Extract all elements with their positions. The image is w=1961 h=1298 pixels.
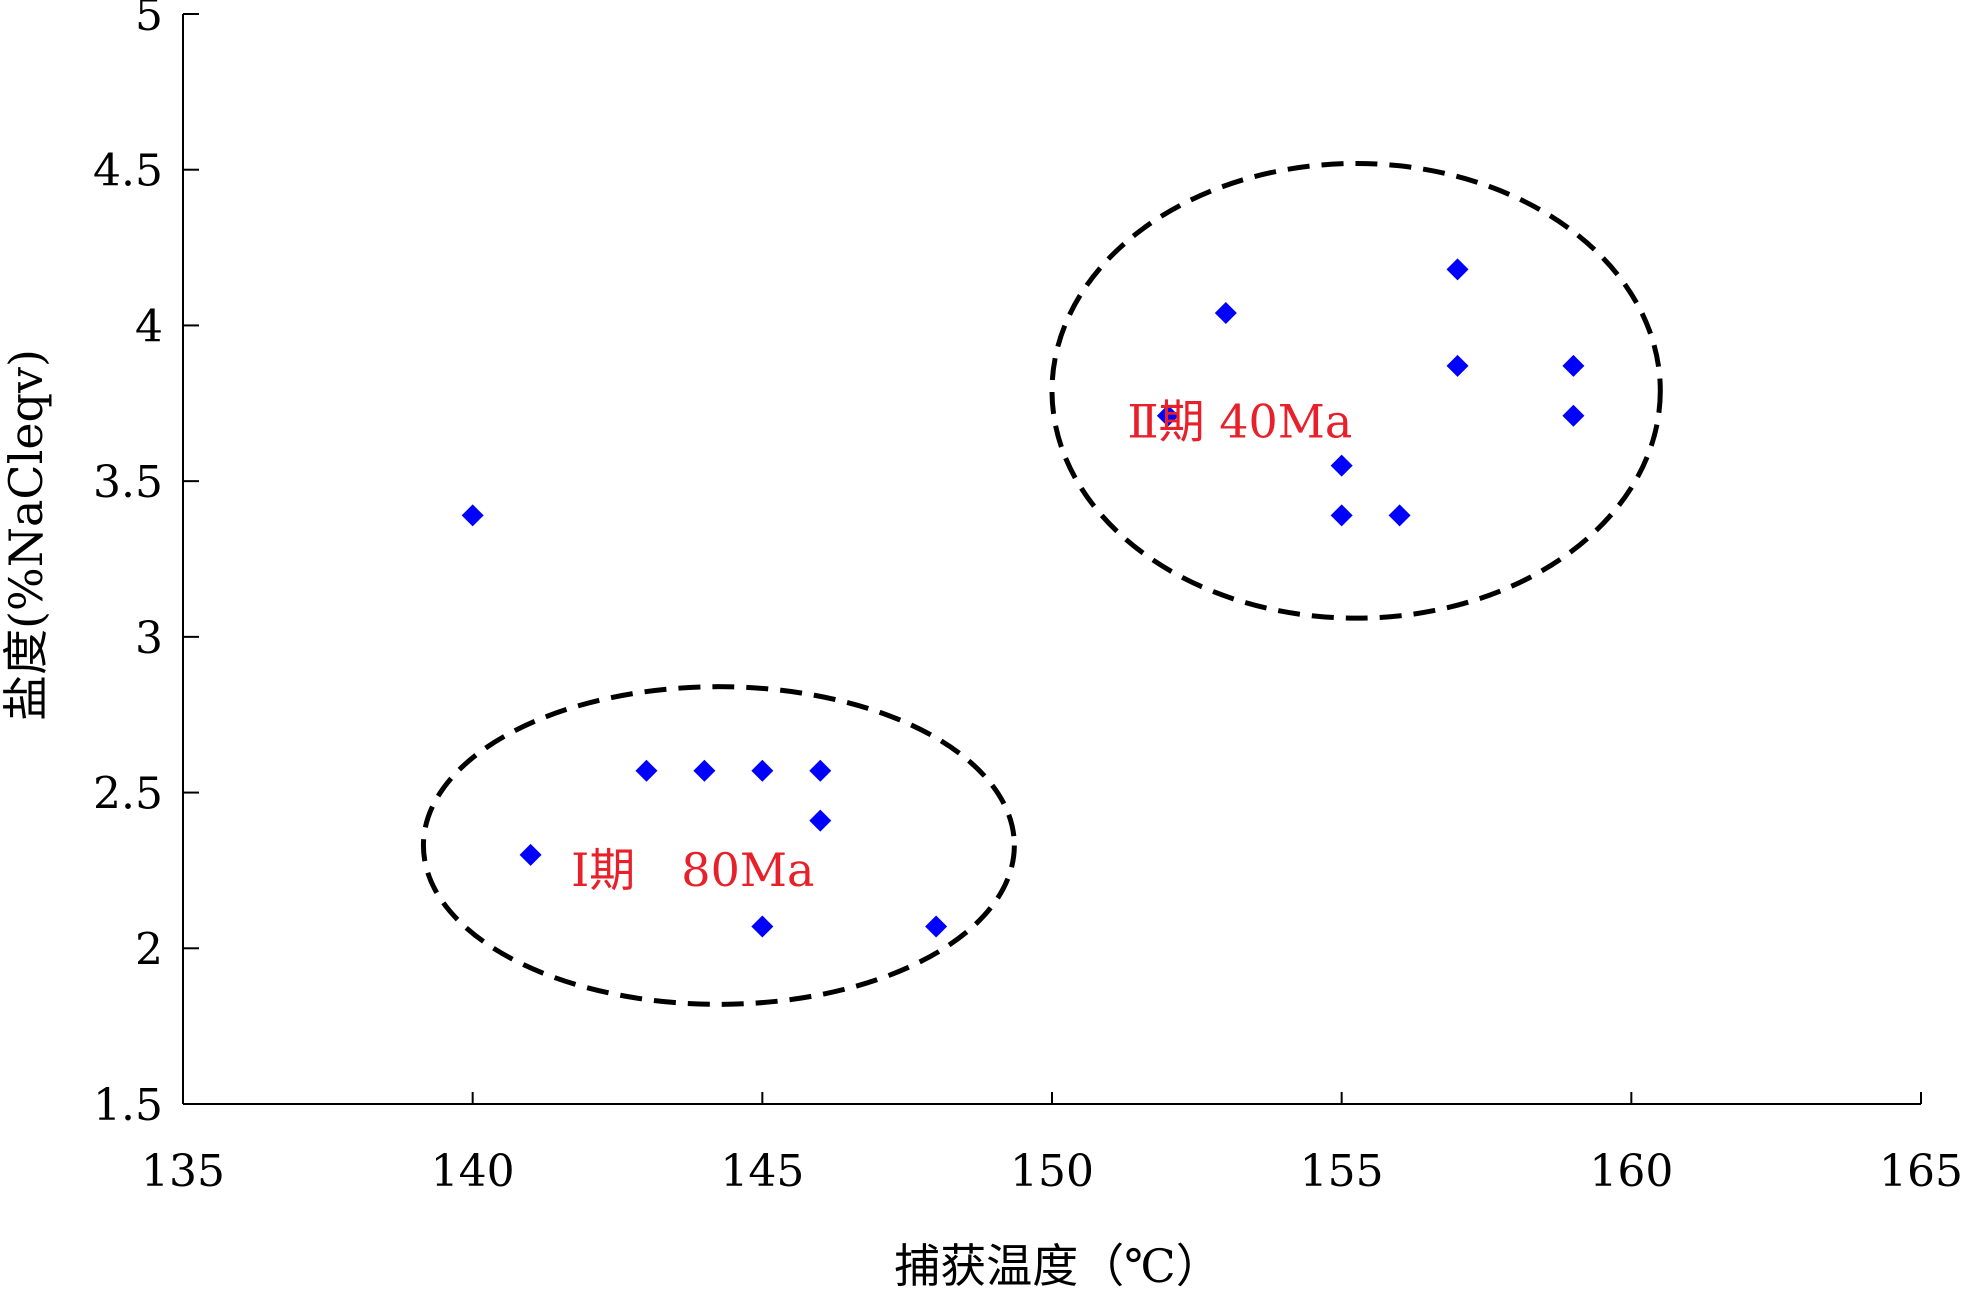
data-point <box>1156 404 1179 427</box>
data-point <box>1562 404 1585 427</box>
axes: 135 140 145 150 155 160 165 1.5 2 2.5 3 3.5 4 4.5 5 <box>93 0 1961 1197</box>
y-tick-label: 3.5 <box>93 457 163 508</box>
data-point <box>809 759 832 782</box>
data-point <box>751 759 774 782</box>
y-tick-label: 1.5 <box>93 1080 163 1131</box>
data-point <box>1446 258 1469 281</box>
x-tick-label: 165 <box>1879 1146 1961 1197</box>
y-tick-label: 3 <box>135 613 163 664</box>
group-label: Ⅰ期 80Ma <box>571 843 814 897</box>
group-ellipse <box>420 684 1017 1007</box>
x-tick-label: 150 <box>1010 1146 1094 1197</box>
data-point <box>809 809 832 832</box>
y-axis-title: 盐度(%NaCleqv) <box>0 349 53 721</box>
data-point <box>635 759 658 782</box>
x-tick-label: 155 <box>1300 1146 1384 1197</box>
data-point <box>1330 454 1353 477</box>
x-tick-label: 140 <box>431 1146 515 1197</box>
data-point <box>519 843 542 866</box>
data-point <box>1214 301 1237 324</box>
data-point <box>1446 354 1469 377</box>
group-ellipse <box>1049 160 1663 621</box>
data-point <box>1330 504 1353 527</box>
data-point <box>925 915 948 938</box>
group-ellipses <box>420 160 1663 1007</box>
annotations: Ⅰ期 80Ma Ⅱ期 40Ma <box>571 395 1352 897</box>
data-point <box>1388 504 1411 527</box>
x-axis-title: 捕获温度（℃） <box>894 1239 1221 1293</box>
data-point <box>693 759 716 782</box>
group-label: Ⅱ期 40Ma <box>1127 395 1352 449</box>
y-tick-label: 2 <box>135 924 163 975</box>
y-tick-label: 4 <box>135 301 163 352</box>
data-points <box>461 258 1585 938</box>
x-tick-label: 145 <box>720 1146 804 1197</box>
y-tick-label: 2.5 <box>93 769 163 820</box>
y-tick-label: 5 <box>135 0 163 41</box>
data-point <box>1562 354 1585 377</box>
x-tick-label: 160 <box>1589 1146 1673 1197</box>
x-tick-label: 135 <box>141 1146 225 1197</box>
data-point <box>751 915 774 938</box>
data-point <box>461 504 484 527</box>
y-tick-label: 4.5 <box>93 146 163 197</box>
